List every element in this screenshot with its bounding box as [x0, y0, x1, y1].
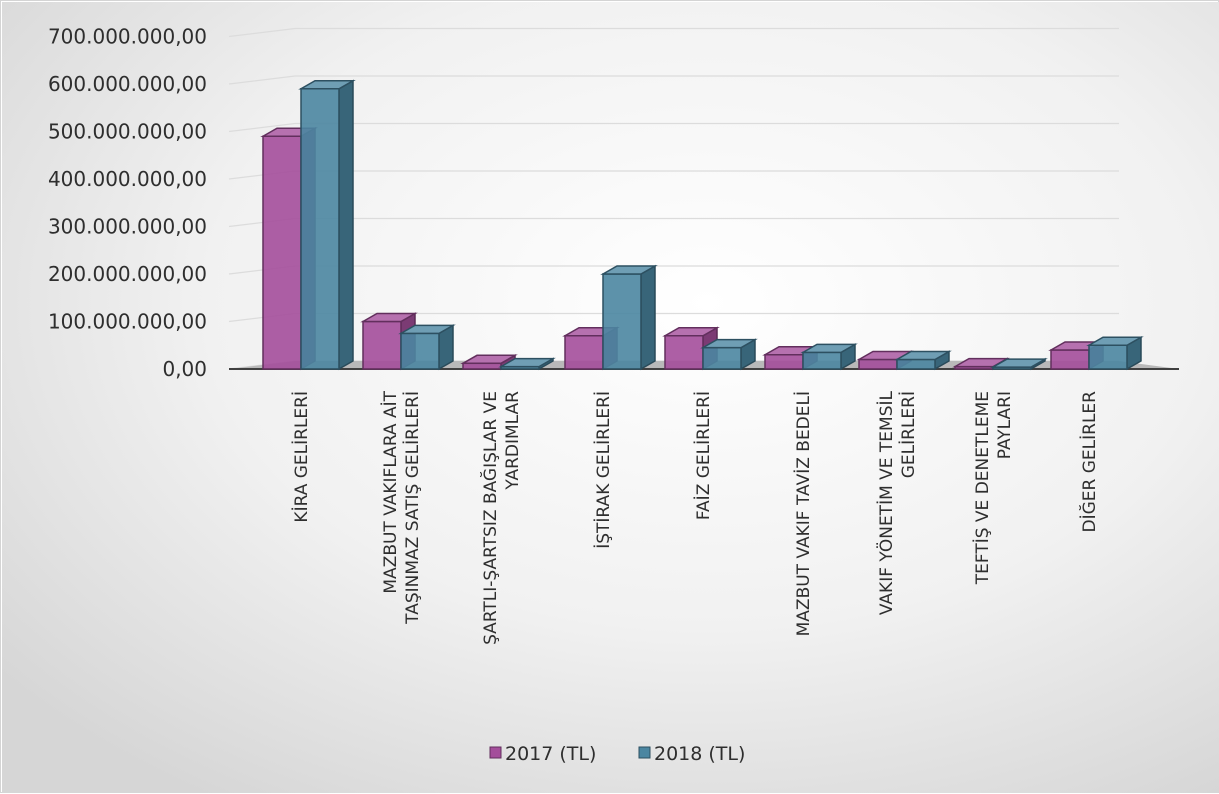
y-tick-label: 500.000.000,00 — [48, 120, 207, 144]
bar-front-face — [702, 346, 742, 370]
y-tick-label: 300.000.000,00 — [48, 215, 207, 239]
y-tick-label: 700.000.000,00 — [48, 25, 207, 49]
y-tick-label: 200.000.000,00 — [48, 262, 207, 286]
bar-top-face — [360, 312, 418, 323]
bar-2018 — [398, 324, 456, 371]
x-category-label: DİĞER GELİRLER — [1078, 391, 1100, 533]
y-axis-ticks: 0,00 100.000.000,00 200.000.000,00 300.000.… — [48, 25, 207, 382]
gridline — [228, 122, 1119, 133]
bar-top-face — [600, 265, 658, 275]
x-category-label: TAŞINMAZ SATIŞ GELİRLERİ — [402, 391, 423, 625]
y-tick-label: 600.000.000,00 — [48, 72, 207, 96]
x-category-label: MAZBUT VAKIFLARA AİT — [380, 390, 401, 593]
legend: 2017 (TL) 2018 (TL) — [489, 743, 745, 765]
bar-front-face — [802, 351, 842, 370]
bar-top-face — [460, 354, 518, 365]
legend-label-2018: 2018 (TL) — [654, 743, 745, 765]
bar-front-face — [664, 335, 704, 370]
bar-2018 — [1086, 335, 1144, 371]
x-category-label: İŞTİRAK GELİRLERİ — [593, 391, 614, 549]
bar-front-face — [1088, 344, 1128, 370]
bar-side-face — [640, 264, 656, 371]
bar-front-face — [896, 358, 936, 370]
bar-top-face — [498, 357, 556, 368]
bar-top-face — [298, 80, 356, 90]
gridline — [228, 75, 1119, 85]
y-tick-label: 100.000.000,00 — [48, 310, 207, 334]
x-category-label: FAİZ GELİRLERİ — [693, 391, 714, 520]
bar-front-face — [858, 358, 898, 370]
bar-top-face — [662, 327, 720, 337]
x-category-label: PAYLARI — [995, 391, 1015, 459]
gridline — [228, 27, 1119, 38]
bar-2018 — [600, 264, 658, 371]
bar-top-face — [990, 358, 1048, 368]
x-axis-categories: KİRA GELİRLERİ MAZBUT VAKIFLARA AİT TAŞINM… — [291, 390, 1100, 645]
bar-front-face — [462, 362, 502, 370]
bar-top-face — [398, 324, 456, 335]
x-category-label: TEFTİŞ VE DENETLEME — [972, 391, 993, 585]
bar-top-face — [894, 350, 952, 361]
bar-front-face — [300, 88, 340, 370]
bar-2018 — [298, 79, 356, 371]
bar-front-face — [764, 354, 804, 370]
legend-swatch-2017 — [489, 746, 502, 759]
bar-2017 — [460, 354, 518, 371]
x-category-label: ŞARTLI-ŞARTSIZ BAĞIŞLAR VE — [479, 391, 501, 645]
bar-2018 — [990, 357, 1048, 371]
bar-2018 — [700, 338, 758, 371]
x-category-label: MAZBUT VAKIF TAVİZ BEDELİ — [793, 391, 814, 636]
bar-front-face — [400, 332, 440, 370]
bar-2018 — [894, 350, 952, 371]
x-category-label: KİRA GELİRLERİ — [291, 391, 312, 523]
bar-front-face — [564, 335, 604, 370]
bar-2018 — [498, 357, 556, 371]
bar-front-face — [602, 273, 642, 370]
y-tick-label: 400.000.000,00 — [48, 167, 207, 191]
bar-front-face — [262, 135, 302, 370]
bar-top-face — [800, 343, 858, 354]
legend-label-2017: 2017 (TL) — [505, 743, 596, 765]
legend-swatch-2018 — [638, 746, 651, 759]
x-category-label: VAKIF YÖNETİM VE TEMSİL — [875, 390, 897, 615]
bars — [260, 79, 1144, 371]
x-category-label: YARDIMLAR — [503, 391, 523, 491]
bar-top-face — [1086, 336, 1144, 346]
bar-top-face — [700, 338, 758, 349]
bar-front-face — [362, 320, 402, 370]
bar-front-face — [1050, 349, 1090, 370]
bar-side-face — [338, 79, 354, 371]
x-category-label: GELİRLERİ — [898, 391, 919, 478]
y-tick-label: 0,00 — [162, 357, 207, 381]
bar-2018 — [800, 343, 858, 371]
